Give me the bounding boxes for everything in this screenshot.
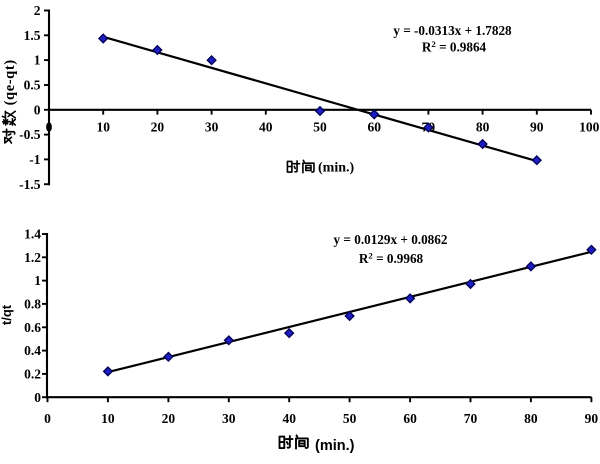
svg-text:0.6: 0.6 — [24, 320, 41, 335]
svg-text:90: 90 — [530, 120, 544, 135]
svg-text:0: 0 — [44, 411, 51, 426]
svg-text:0.5: 0.5 — [24, 78, 41, 93]
svg-text:R2 = 0.9968: R2 = 0.9968 — [359, 251, 424, 267]
svg-text:0: 0 — [34, 102, 41, 117]
svg-text:100: 100 — [579, 120, 600, 135]
svg-text:90: 90 — [585, 411, 599, 426]
svg-text:2: 2 — [34, 3, 41, 18]
svg-text:60: 60 — [403, 411, 417, 426]
svg-text:10: 10 — [96, 120, 110, 135]
svg-text:0: 0 — [34, 390, 41, 405]
svg-text:1.2: 1.2 — [24, 250, 41, 265]
svg-text:80: 80 — [524, 411, 538, 426]
svg-text:50: 50 — [313, 120, 327, 135]
svg-text:60: 60 — [367, 120, 381, 135]
svg-text:(min.): (min.) — [315, 438, 355, 454]
svg-text:1.4: 1.4 — [24, 227, 41, 242]
svg-text:0: 0 — [46, 120, 53, 135]
svg-text:30: 30 — [222, 411, 236, 426]
svg-text:-0.5: -0.5 — [19, 127, 41, 142]
svg-text:0.8: 0.8 — [24, 297, 41, 312]
svg-text:1.5: 1.5 — [24, 28, 41, 43]
svg-text:70: 70 — [464, 411, 478, 426]
svg-text:t/qt: t/qt — [0, 304, 14, 325]
svg-text:-1.5: -1.5 — [19, 177, 41, 192]
svg-text:40: 40 — [282, 411, 296, 426]
svg-text:20: 20 — [162, 411, 176, 426]
svg-text:y = -0.0313x + 1.7828: y = -0.0313x + 1.7828 — [393, 23, 512, 38]
svg-text:40: 40 — [259, 120, 273, 135]
svg-text:-1: -1 — [29, 152, 40, 167]
svg-text:(min.): (min.) — [318, 160, 355, 175]
svg-text:50: 50 — [343, 411, 357, 426]
svg-text:1: 1 — [34, 273, 41, 288]
svg-text:80: 80 — [476, 120, 490, 135]
svg-text:(qe-qt): (qe-qt) — [2, 59, 18, 105]
svg-text:30: 30 — [205, 120, 219, 135]
svg-text:1: 1 — [34, 53, 41, 68]
svg-text:R2 = 0.9864: R2 = 0.9864 — [422, 39, 487, 55]
svg-text:y = 0.0129x + 0.0862: y = 0.0129x + 0.0862 — [334, 232, 448, 247]
svg-text:0.4: 0.4 — [24, 343, 41, 358]
svg-text:20: 20 — [151, 120, 165, 135]
svg-text:10: 10 — [101, 411, 115, 426]
svg-text:0.2: 0.2 — [24, 367, 41, 382]
